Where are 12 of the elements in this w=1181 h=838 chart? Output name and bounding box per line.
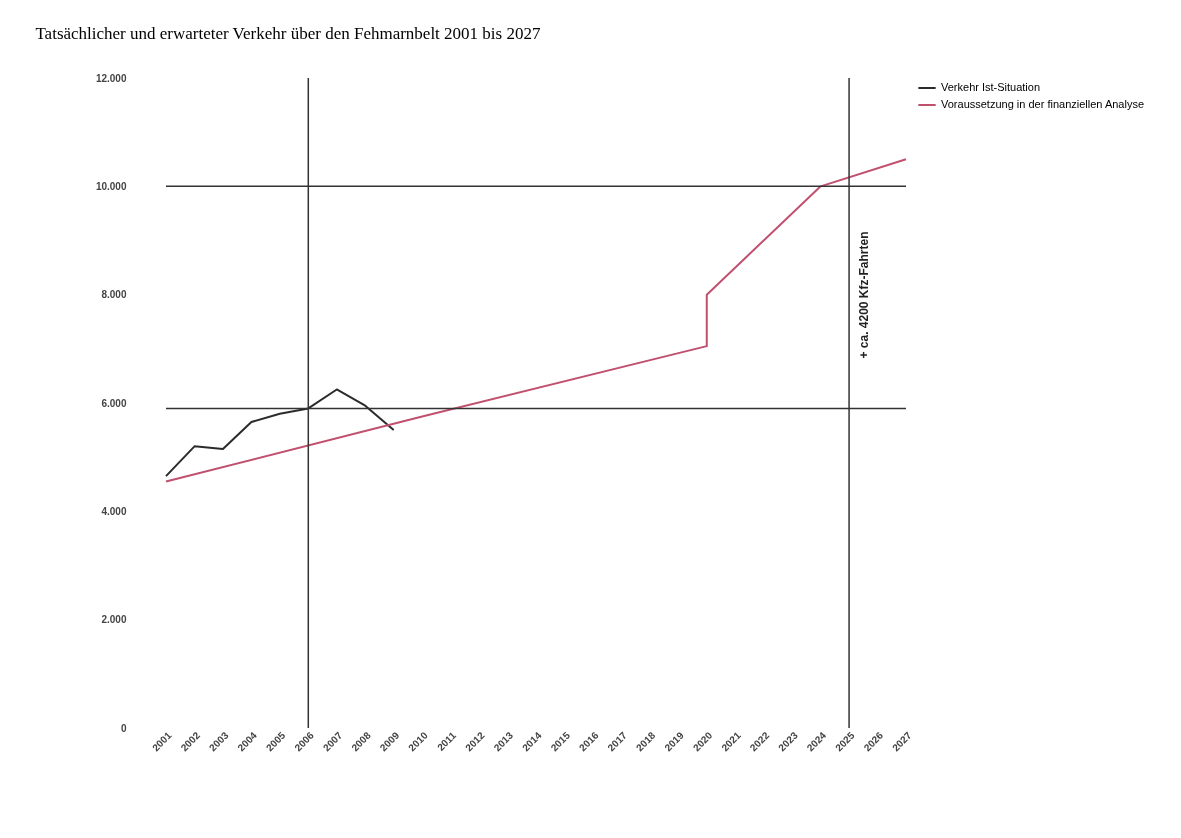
annotation: + ca. 4200 Kfz-Fahrten	[857, 231, 871, 359]
legend-label: Verkehr Ist-Situation	[941, 81, 1041, 93]
y-tick-label: 12.000	[95, 72, 127, 84]
line-series	[165, 158, 907, 483]
y-tick-label: 0	[120, 722, 127, 734]
chart-title: Tatsächlicher und erwarteter Verkehr über den Fehmarnbelt 2001 bis 2027	[35, 24, 541, 43]
legend-label: Voraussetzung in der finanziellen Analyse	[941, 98, 1145, 110]
y-tick-label: 4.000	[101, 505, 127, 517]
y-tick-label: 10.000	[95, 180, 127, 192]
y-tick-label: 8.000	[101, 289, 127, 301]
y-tick-label: 2.000	[101, 614, 127, 626]
y-tick-label: 6.000	[101, 397, 127, 409]
